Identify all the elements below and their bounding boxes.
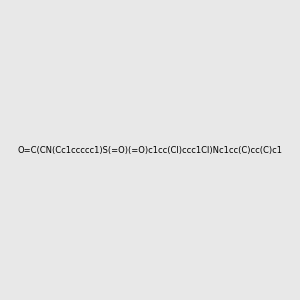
Text: O=C(CN(Cc1ccccc1)S(=O)(=O)c1cc(Cl)ccc1Cl)Nc1cc(C)cc(C)c1: O=C(CN(Cc1ccccc1)S(=O)(=O)c1cc(Cl)ccc1Cl… bbox=[17, 146, 283, 154]
